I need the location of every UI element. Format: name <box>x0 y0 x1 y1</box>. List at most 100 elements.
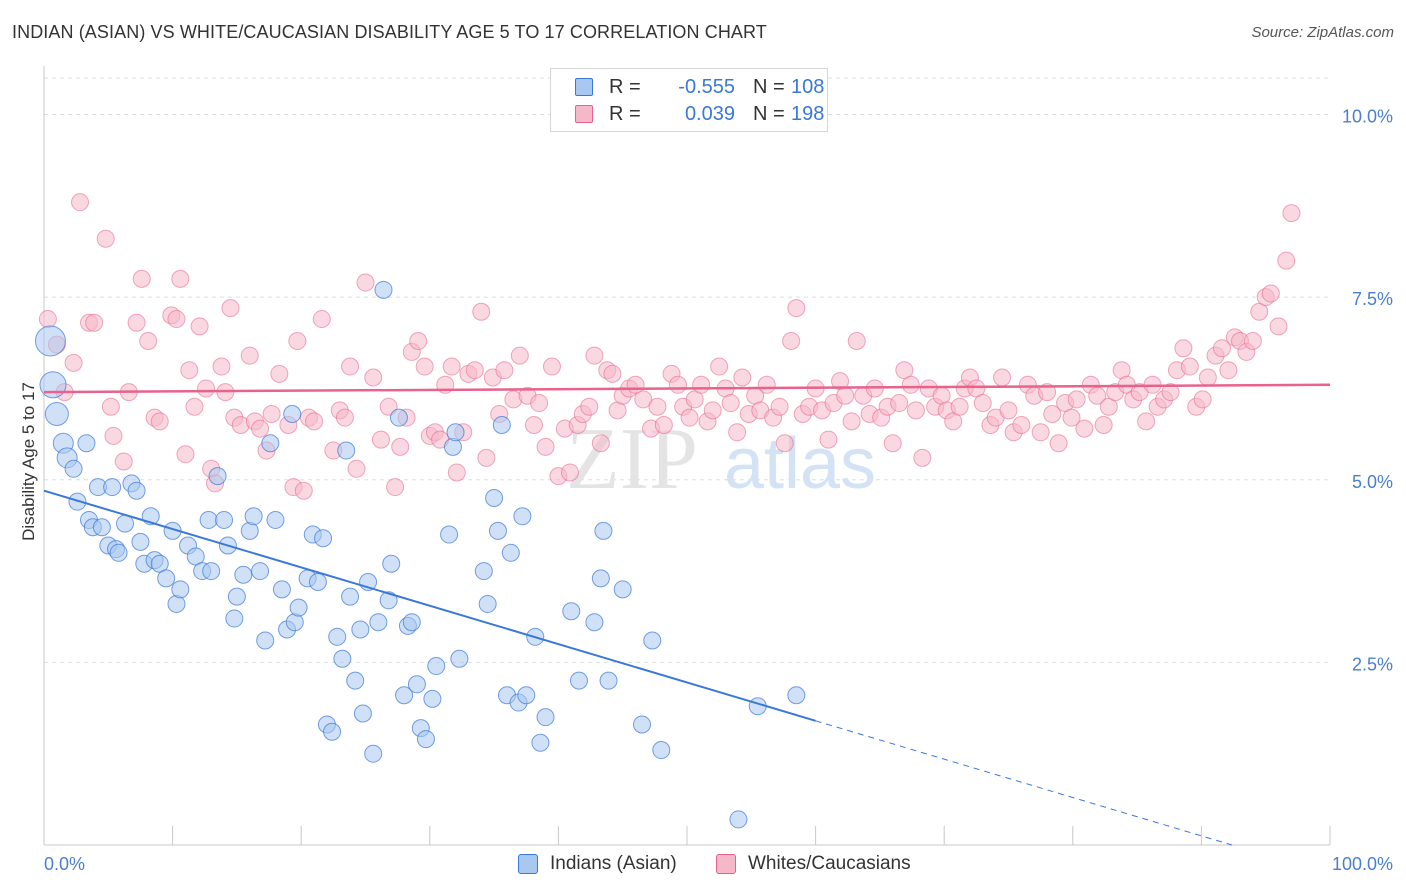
whites-point <box>680 408 699 427</box>
indians-point <box>440 525 459 544</box>
indians-point <box>77 434 96 453</box>
whites-point <box>477 448 496 467</box>
whites-point <box>906 401 925 420</box>
indians-point <box>443 437 462 456</box>
whites-point <box>1062 408 1081 427</box>
whites-point <box>240 346 259 365</box>
indians-point <box>402 613 421 632</box>
whites-point <box>312 310 331 329</box>
whites-point <box>973 394 992 413</box>
indians-point <box>351 620 370 639</box>
axis-labels: 2.5% 5.0% 7.5% 10.0% 0.0% 100.0% Disability Ag… <box>19 107 1393 874</box>
whites-point <box>1277 251 1296 270</box>
whites-point <box>465 361 484 380</box>
whites-point <box>391 437 410 456</box>
whites-point <box>347 459 366 478</box>
r-value: 0.039 <box>684 103 735 125</box>
whites-point <box>585 346 604 365</box>
indians-point <box>346 671 365 690</box>
watermark-atlas: atlas <box>724 424 876 504</box>
whites-point <box>251 419 270 438</box>
n-value: 198 <box>791 103 825 125</box>
whites-point <box>775 434 794 453</box>
indians-point <box>92 518 111 537</box>
indians-point <box>266 510 285 529</box>
indians-point <box>585 613 604 632</box>
indians-point <box>328 627 347 646</box>
indians-point <box>202 562 221 581</box>
whites-point <box>472 302 491 321</box>
whites-point <box>580 397 599 416</box>
indians-legend-label: Indians (Asian) <box>550 853 677 874</box>
whites-point <box>648 397 667 416</box>
whites-point <box>1261 284 1280 303</box>
indians-point <box>44 402 69 427</box>
whites-point <box>668 375 687 394</box>
whites-point <box>913 448 932 467</box>
whites-point <box>1180 357 1199 376</box>
r-label: R = <box>609 103 641 125</box>
whites-point <box>371 430 390 449</box>
whites-point <box>85 313 104 332</box>
whites-point <box>1031 423 1050 442</box>
whites-point <box>180 361 199 380</box>
indians-trend-extension <box>815 720 1233 846</box>
whites-point <box>536 437 555 456</box>
whites-point <box>1012 415 1031 434</box>
indians-point <box>39 371 67 399</box>
indians-point <box>341 587 360 606</box>
whites-point <box>1243 331 1262 350</box>
whites-point <box>127 313 146 332</box>
y-tick-label: 10.0% <box>1342 107 1393 127</box>
whites-point <box>733 368 752 387</box>
whites-point <box>901 375 920 394</box>
whites-point <box>64 353 83 372</box>
indians-point <box>485 489 504 508</box>
indians-point <box>513 507 532 526</box>
whites-point <box>542 357 561 376</box>
whites-point <box>288 331 307 350</box>
indians-point <box>613 580 632 599</box>
whites-point <box>197 379 216 398</box>
indians-point <box>488 521 507 540</box>
indians-point <box>492 415 511 434</box>
whites-point <box>1137 412 1156 431</box>
whites-point <box>950 397 969 416</box>
indians-point <box>423 689 442 708</box>
y-tick-label: 5.0% <box>1352 472 1393 492</box>
whites-point <box>787 299 806 318</box>
n-label: N = <box>753 103 785 125</box>
whites-point <box>560 463 579 482</box>
whites-point <box>356 273 375 292</box>
whites-point <box>847 331 866 350</box>
indians-point <box>446 423 465 442</box>
whites-legend-swatch <box>716 854 736 874</box>
indians-asian-points <box>34 280 806 829</box>
whites-point <box>703 401 722 420</box>
whites-point <box>386 478 405 497</box>
whites-point <box>409 331 428 350</box>
indians-point <box>501 543 520 562</box>
watermark: ZIP atlas <box>566 411 876 508</box>
whites-point <box>1049 434 1068 453</box>
whites-point <box>710 357 729 376</box>
indians-point <box>389 408 408 427</box>
whites-point <box>447 463 466 482</box>
whites-point <box>139 331 158 350</box>
indians-point <box>199 510 218 529</box>
whites-point <box>96 229 115 248</box>
indians-point <box>729 810 748 829</box>
whites-point <box>364 368 383 387</box>
indians-point <box>234 565 253 584</box>
n-label: N = <box>753 76 785 98</box>
indians-point <box>333 649 352 668</box>
whites-point <box>132 269 151 288</box>
whites-point <box>270 364 289 383</box>
whites-point <box>836 386 855 405</box>
x-tick-label-min: 0.0% <box>44 854 85 874</box>
whites-point <box>190 317 209 336</box>
source-credit: Source: ZipAtlas.com <box>1251 24 1394 41</box>
whites-point <box>442 357 461 376</box>
whites-point <box>728 423 747 442</box>
indians-point <box>314 529 333 548</box>
